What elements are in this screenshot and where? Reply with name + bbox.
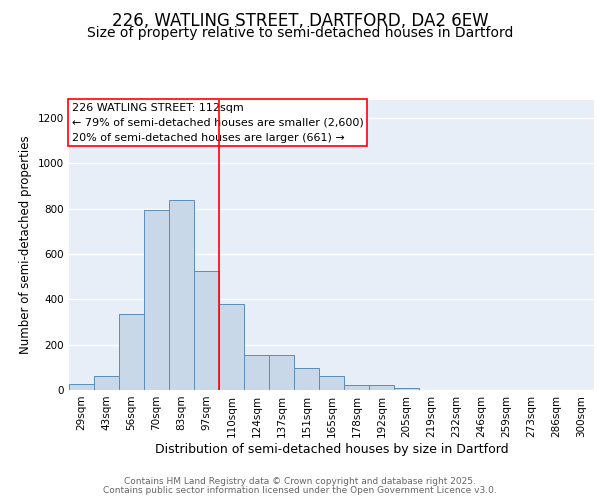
Bar (369, 386, 394, 390)
Bar (94, 376, 119, 390)
X-axis label: Distribution of semi-detached houses by size in Dartford: Distribution of semi-detached houses by … (155, 442, 508, 456)
Bar (144, 210, 169, 390)
Text: 226 WATLING STREET: 112sqm
← 79% of semi-detached houses are smaller (2,600)
20%: 226 WATLING STREET: 112sqm ← 79% of semi… (71, 103, 364, 142)
Bar (344, 386, 369, 390)
Bar (119, 314, 144, 390)
Bar (244, 355, 269, 390)
Bar (294, 368, 319, 390)
Bar (169, 200, 194, 390)
Text: 226, WATLING STREET, DARTFORD, DA2 6EW: 226, WATLING STREET, DARTFORD, DA2 6EW (112, 12, 488, 30)
Bar (194, 271, 219, 390)
Text: Contains public sector information licensed under the Open Government Licence v3: Contains public sector information licen… (103, 486, 497, 495)
Bar (269, 355, 294, 390)
Text: Contains HM Land Registry data © Crown copyright and database right 2025.: Contains HM Land Registry data © Crown c… (124, 477, 476, 486)
Bar (319, 376, 344, 390)
Y-axis label: Number of semi-detached properties: Number of semi-detached properties (19, 136, 32, 354)
Bar (69, 384, 94, 390)
Text: Size of property relative to semi-detached houses in Dartford: Size of property relative to semi-detach… (87, 26, 513, 40)
Bar (219, 304, 244, 390)
Bar (394, 388, 419, 390)
